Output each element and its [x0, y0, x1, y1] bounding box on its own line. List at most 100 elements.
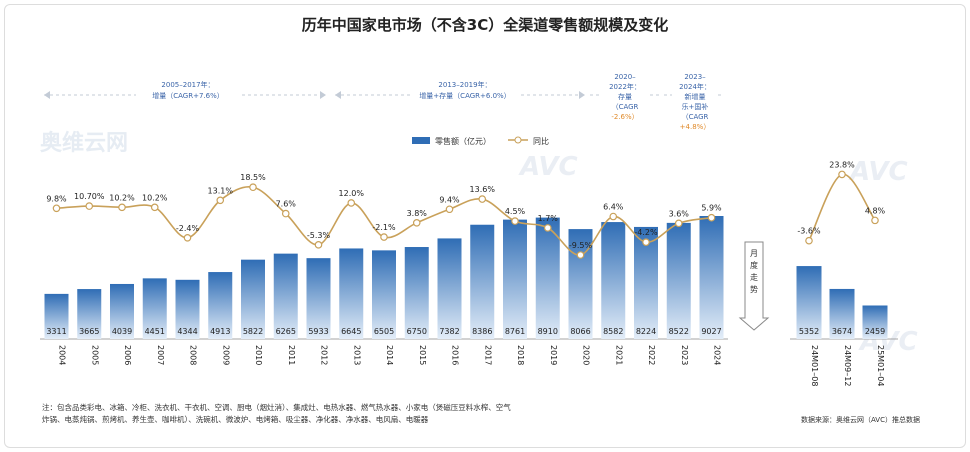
main-bar-value-2010: 5822 [243, 327, 263, 336]
period-1-arrow-left [44, 91, 50, 99]
main-tick-2012: 2012 [320, 345, 329, 365]
main-yoy-point-2017 [478, 195, 487, 203]
monthly-tick-25M01–04: 25M01–04 [876, 345, 885, 386]
period-4-line-1: 2023– [684, 73, 706, 81]
main-yoy-label-2010: 18.5% [240, 173, 266, 182]
monthly-bar-24M09–12 [829, 288, 855, 339]
main-bar-2024 [699, 216, 724, 339]
main-bar-value-2006: 4039 [112, 327, 132, 336]
main-tick-2017: 2017 [483, 345, 492, 365]
main-yoy-label-2021: 6.4% [603, 203, 624, 212]
main-yoy-label-2022: -4.2% [634, 228, 658, 237]
monthly-bar-value-25M01–04: 2459 [865, 327, 885, 336]
main-tick-2016: 2016 [451, 345, 460, 365]
main-bar-2016 [437, 238, 462, 339]
period-2-box [410, 78, 520, 102]
main-yoy-point-2016 [445, 205, 454, 214]
main-yoy-label-2011: 7.6% [276, 200, 297, 209]
main-yoy-point-2022 [642, 238, 650, 246]
period-4-line-4: 乐+国补 [682, 102, 709, 111]
chart-marks: 3311 3665 4039 4451 4344 4913 5822 6265 5933 6645… [44, 160, 888, 386]
main-bar-2004 [44, 293, 69, 339]
main-bar-value-2016: 7382 [439, 327, 459, 336]
main-yoy-label-2016: 9.4% [439, 195, 460, 204]
main-yoy-label-2020: -9.5% [569, 241, 593, 250]
main-yoy-label-2014: -2.1% [372, 223, 396, 232]
period-3-line-2: 2022年： [609, 82, 641, 91]
monthly-trend-char-3: 走 [750, 273, 758, 282]
main-yoy-label-2009: 13.1% [208, 186, 234, 195]
main-tick-2018: 2018 [516, 345, 525, 365]
main-bar-value-2011: 6265 [276, 327, 296, 336]
main-yoy-point-2024 [707, 213, 716, 222]
period-1-arrow-right [320, 91, 326, 99]
main-tick-2019: 2019 [549, 345, 558, 365]
period-2-line-2: 增量+存量（CAGR+6.0%） [419, 91, 510, 100]
period-3-line-4: （CAGR [612, 103, 639, 111]
main-yoy-label-2005: 10.70% [74, 192, 105, 201]
main-bar-value-2015: 6750 [407, 327, 427, 336]
legend-bar-label: 零售额（亿元） [435, 136, 491, 146]
period-4-box [672, 70, 718, 134]
main-bar-value-2007: 4451 [145, 327, 165, 336]
main-yoy-point-2005 [85, 202, 94, 210]
period-3-line-1: 2020– [614, 73, 636, 81]
main-bar-2018 [503, 219, 527, 339]
main-yoy-point-2018 [511, 217, 519, 225]
period-1-line-2: 增量（CAGR+7.6%） [152, 91, 224, 100]
main-yoy-point-2008 [183, 234, 192, 242]
main-bar-2014 [372, 250, 396, 339]
period-4-line-2: 2024年： [679, 82, 711, 91]
monthly-bar-value-24M09–12: 3674 [832, 327, 852, 336]
main-bar-value-2012: 5933 [308, 327, 328, 336]
main-tick-2010: 2010 [254, 345, 263, 365]
main-bar-value-2004: 3311 [46, 327, 66, 336]
main-tick-2015: 2015 [418, 345, 427, 365]
main-yoy-point-2020 [576, 251, 585, 259]
main-yoy-label-2012: -5.3% [307, 231, 331, 240]
main-tick-2009: 2009 [221, 345, 230, 365]
main-tick-2021: 2021 [614, 345, 623, 365]
main-yoy-label-2019: 1.7% [538, 214, 559, 223]
watermark-avc-mid: AVC [518, 152, 578, 182]
main-bar-value-2017: 8386 [472, 327, 492, 336]
main-yoy-label-2004: 9.8% [46, 194, 67, 203]
watermark-avc-right: AVC [848, 157, 908, 187]
main-tick-2023: 2023 [680, 345, 689, 365]
main-yoy-point-2013 [347, 199, 356, 207]
watermark-left: 奥维云网 [40, 130, 128, 156]
main-bar-2007 [142, 278, 167, 339]
main-tick-2024: 2024 [713, 345, 722, 365]
main-bar-2008 [175, 279, 200, 339]
period-4-line-6: +4.8%） [680, 123, 711, 131]
monthly-tick-24M01–08: 24M01–08 [810, 345, 819, 386]
main-bar-value-2013: 6645 [341, 327, 361, 336]
period-4-line-3: 新增量 [685, 92, 706, 101]
monthly-yoy-label-24M09–12: 23.8% [829, 160, 855, 169]
main-bar-value-2018: 8761 [505, 327, 525, 336]
monthly-bar-24M01–08 [796, 266, 822, 339]
main-yoy-point-2006 [118, 203, 126, 212]
main-bar-2023 [666, 222, 691, 339]
monthly-yoy-point-24M01–08 [805, 236, 813, 245]
main-bar-2017 [470, 224, 495, 339]
main-tick-2022: 2022 [647, 345, 656, 365]
main-yoy-label-2015: 3.8% [407, 209, 428, 218]
main-yoy-label-2013: 12.0% [339, 189, 365, 198]
main-yoy-label-2008: -2.4% [176, 224, 200, 233]
main-yoy-label-2024: 5.9% [701, 204, 722, 213]
main-tick-2008: 2008 [189, 345, 198, 365]
main-tick-2007: 2007 [156, 345, 165, 365]
main-tick-2020: 2020 [582, 345, 591, 365]
period-3-box [602, 70, 648, 126]
legend-bar-swatch [412, 137, 430, 144]
monthly-trend-arrow [738, 241, 770, 331]
period-3-line-5: -2.6%） [611, 113, 638, 121]
main-bar-2009 [208, 272, 233, 339]
main-yoy-point-2021 [609, 212, 618, 221]
monthly-yoy-point-24M09–12 [838, 170, 846, 179]
monthly-bar-25M01–04 [862, 305, 888, 339]
main-yoy-label-2018: 4.5% [505, 207, 526, 216]
chart-title: 历年中国家电市场（不含3C）全渠道零售额规模及变化 [302, 16, 668, 34]
